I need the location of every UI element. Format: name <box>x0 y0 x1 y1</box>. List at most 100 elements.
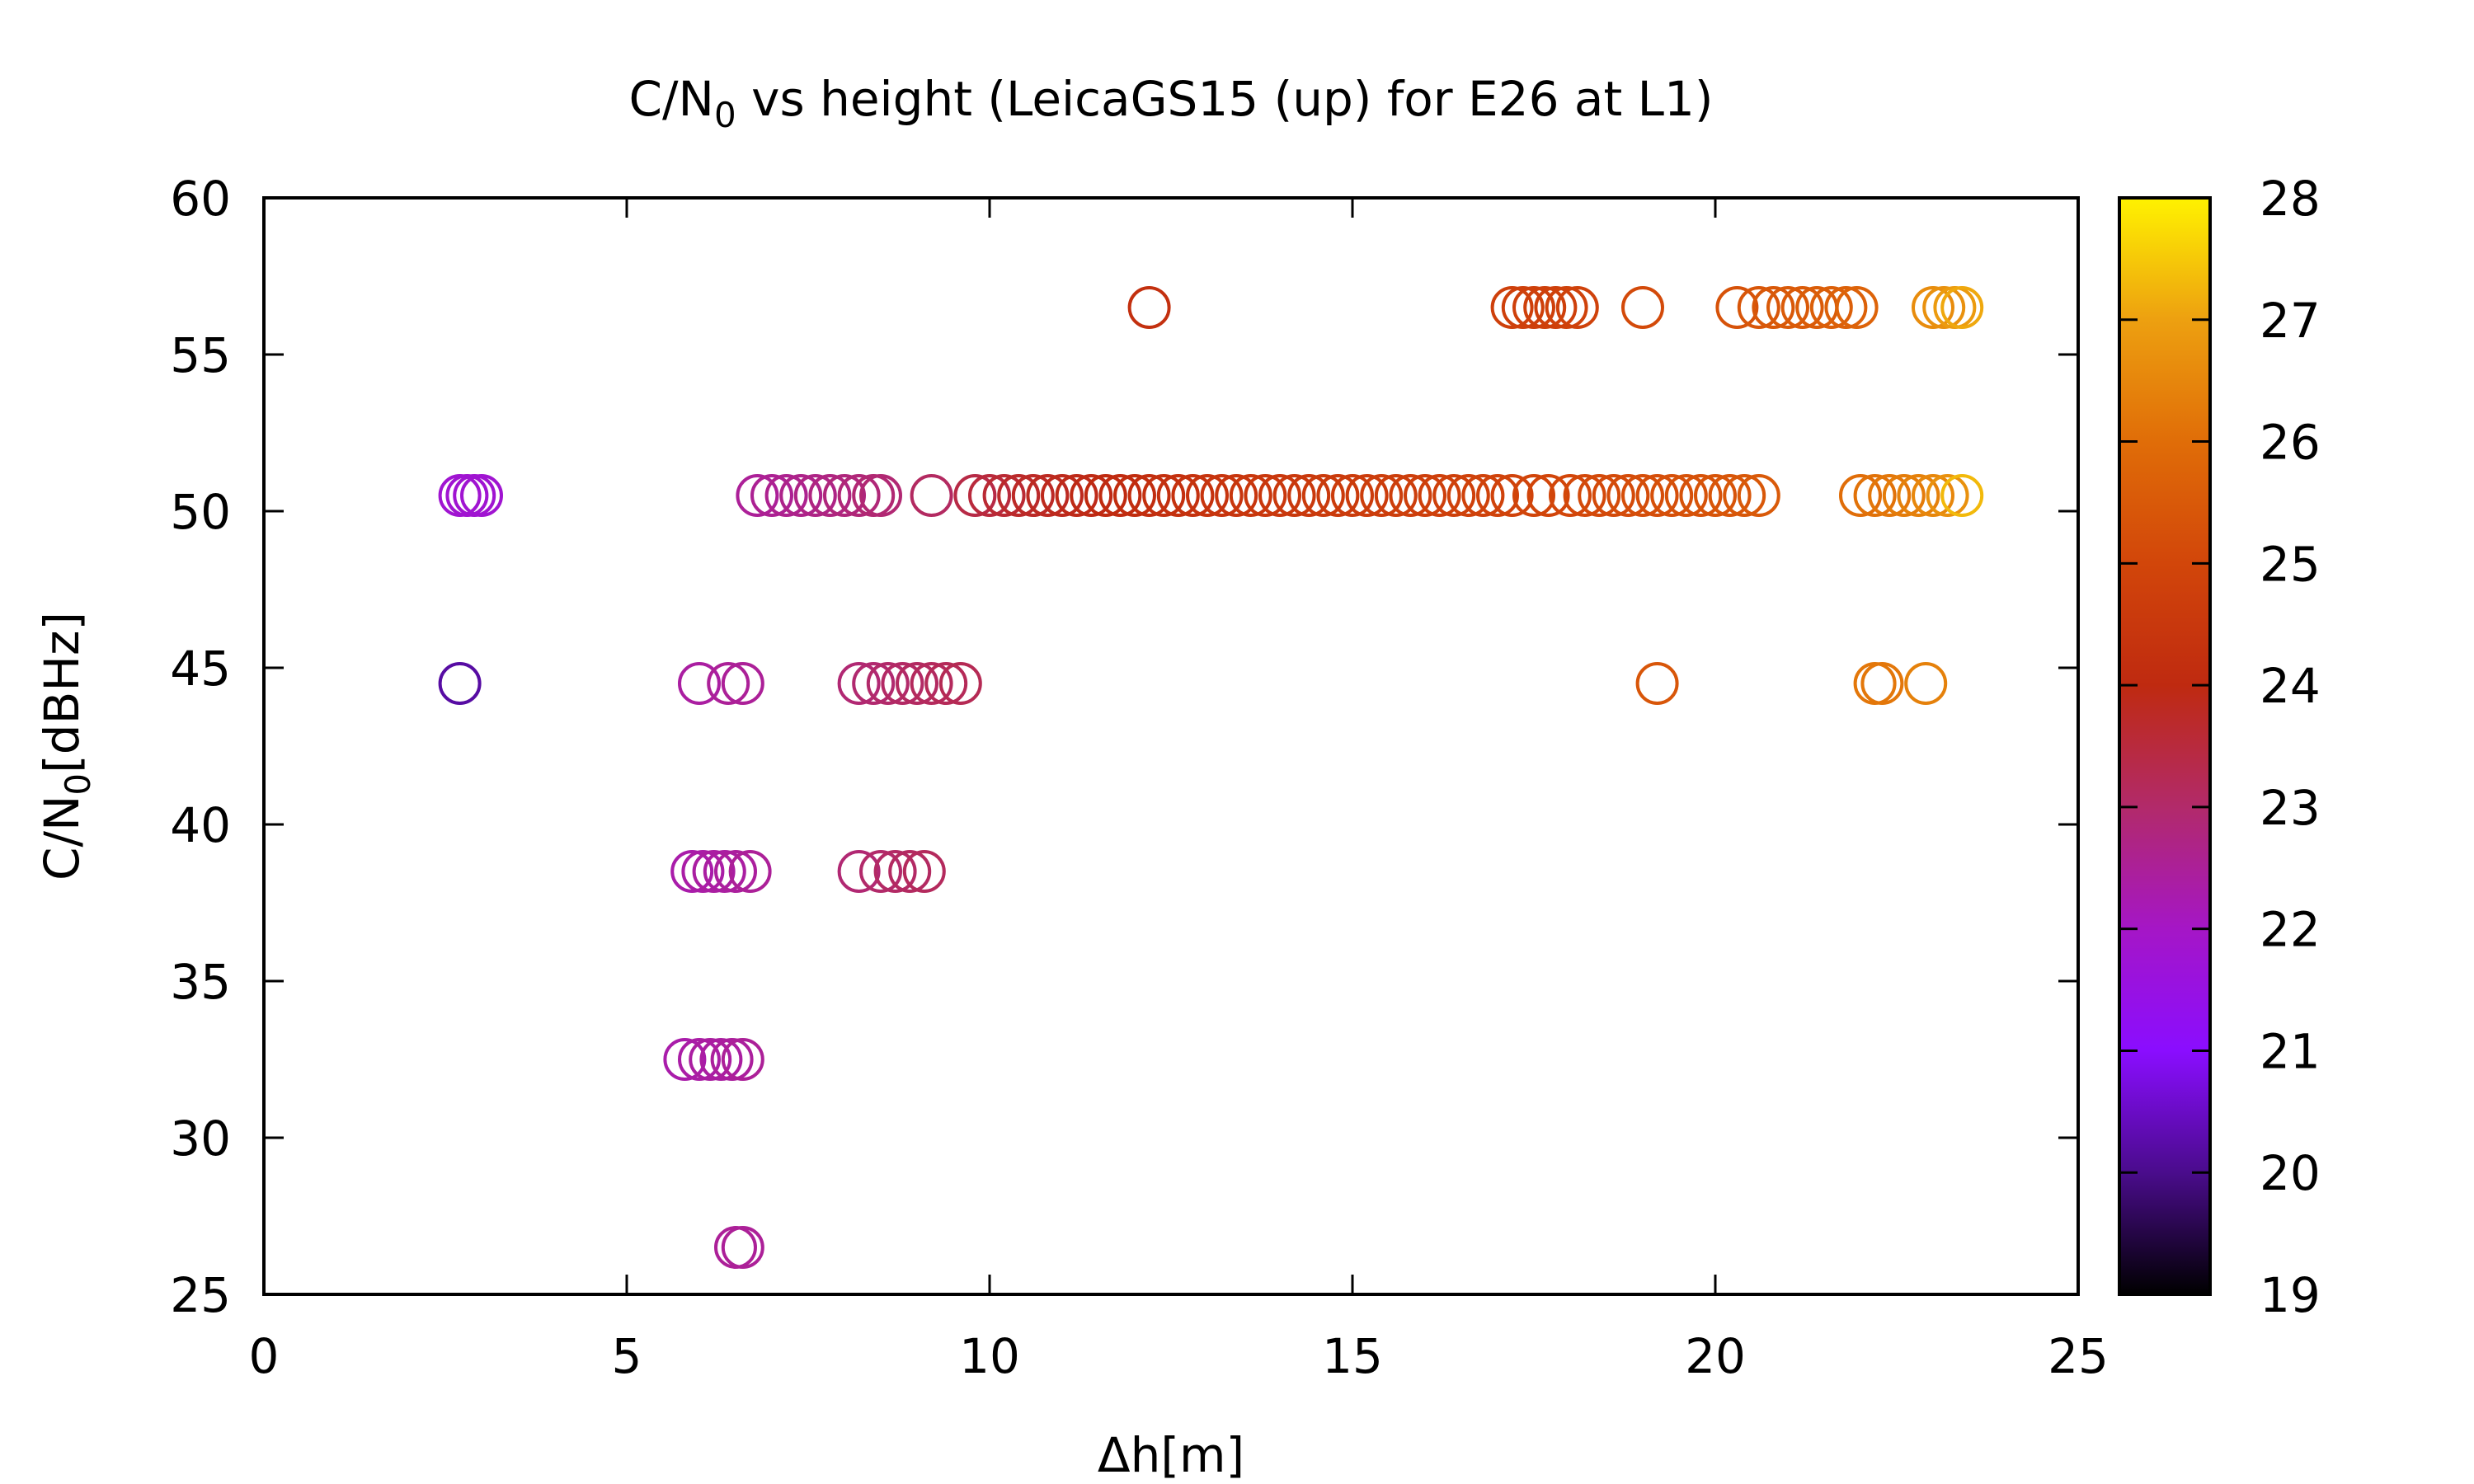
data-point <box>1301 474 1345 517</box>
data-point <box>1229 474 1272 517</box>
data-point <box>1635 662 1679 705</box>
data-point <box>1523 286 1567 329</box>
colorbar-tick-label: 26 <box>2260 415 2321 471</box>
data-point <box>1664 474 1708 517</box>
data-point <box>1715 286 1759 329</box>
data-point <box>670 850 714 893</box>
colorbar-tick-label: 20 <box>2260 1145 2321 1201</box>
data-point <box>689 1038 732 1081</box>
colorbar-tick-label: 28 <box>2260 171 2321 227</box>
data-point <box>703 850 746 893</box>
data-point <box>823 474 866 517</box>
data-point <box>1578 474 1621 517</box>
data-point <box>1316 474 1360 517</box>
data-point <box>1127 474 1171 517</box>
data-point <box>1512 286 1555 329</box>
data-point <box>1360 474 1404 517</box>
data-point <box>1534 286 1578 329</box>
data-point <box>1868 474 1912 517</box>
data-point <box>1490 474 1534 517</box>
y-tick-label: 50 <box>170 484 231 540</box>
data-point <box>1897 474 1940 517</box>
data-point <box>837 850 881 893</box>
data-point <box>953 474 997 517</box>
x-tick-label: 10 <box>959 1328 1020 1384</box>
data-point <box>1780 286 1824 329</box>
colorbar-tick-labels: 19 20 21 22 23 24 25 26 27 28 <box>2260 171 2321 1323</box>
colorbar-tick-label: 21 <box>2260 1023 2321 1079</box>
data-point <box>852 662 896 705</box>
data-point <box>866 662 910 705</box>
x-tick-label: 0 <box>249 1328 280 1384</box>
data-point <box>1501 286 1545 329</box>
data-point <box>1809 286 1853 329</box>
data-point <box>1752 286 1795 329</box>
data-point <box>1650 474 1694 517</box>
colorbar-tick-label: 24 <box>2260 658 2321 714</box>
data-point <box>438 662 482 705</box>
data-point <box>1679 474 1723 517</box>
data-point <box>1404 474 1446 517</box>
data-point <box>1272 474 1316 517</box>
data-point <box>902 850 946 893</box>
y-axis-label: C/N0[dBHz] <box>34 612 98 881</box>
data-point <box>1446 474 1490 517</box>
colorbar-tick-label: 27 <box>2260 293 2321 349</box>
data-point <box>1041 474 1084 517</box>
y-tick-label: 30 <box>170 1111 231 1167</box>
x-axis-label: Δh[m] <box>1098 1427 1244 1483</box>
data-point <box>1912 474 1954 517</box>
data-point <box>1287 474 1331 517</box>
data-point <box>1490 286 1534 329</box>
data-point <box>707 662 750 705</box>
data-point <box>678 662 721 705</box>
x-tick-label: 5 <box>612 1328 642 1384</box>
chart-title-main: C/N <box>629 71 714 127</box>
data-point <box>1432 474 1476 517</box>
data-point <box>808 474 852 517</box>
data-point <box>1737 474 1780 517</box>
colorbar-tick-label: 22 <box>2260 902 2321 958</box>
colorbar-tick-label: 23 <box>2260 780 2321 836</box>
data-point <box>873 850 917 893</box>
data-point <box>1127 286 1171 329</box>
axis-ticks <box>262 196 2080 1296</box>
data-point <box>1070 474 1113 517</box>
data-point <box>1244 474 1287 517</box>
data-point <box>1563 474 1606 517</box>
data-point <box>1331 474 1374 517</box>
data-point <box>1737 286 1780 329</box>
y-tick-label: 25 <box>170 1267 231 1323</box>
data-point <box>793 474 837 517</box>
y-tick-label: 55 <box>170 327 231 383</box>
data-point <box>1142 474 1186 517</box>
data-point <box>1860 662 1904 705</box>
data-point <box>1026 474 1070 517</box>
x-tick-label: 25 <box>2048 1328 2109 1384</box>
colorbar <box>2118 196 2212 1296</box>
data-point <box>764 474 808 517</box>
data-point <box>1904 662 1948 705</box>
y-tick-label: 60 <box>170 171 231 227</box>
scatter-points <box>438 286 1984 1269</box>
y-axis-label-subscript: 0 <box>58 773 98 796</box>
data-point <box>692 850 736 893</box>
data-point <box>1055 474 1098 517</box>
data-point <box>1084 474 1127 517</box>
data-point <box>982 474 1026 517</box>
data-point <box>1708 474 1752 517</box>
y-tick-label: 35 <box>170 954 231 1010</box>
x-tick-label: 15 <box>1322 1328 1383 1384</box>
data-point <box>663 1038 707 1081</box>
data-point <box>1476 474 1519 517</box>
data-point <box>881 662 924 705</box>
colorbar-tick-label: 25 <box>2260 536 2321 592</box>
data-point <box>888 850 932 893</box>
data-point <box>1592 474 1635 517</box>
data-point <box>1186 474 1229 517</box>
data-point <box>1156 474 1200 517</box>
data-point <box>1912 286 1954 329</box>
y-tick-labels: 25 30 35 40 45 50 55 60 <box>170 171 231 1323</box>
data-point <box>699 1038 743 1081</box>
